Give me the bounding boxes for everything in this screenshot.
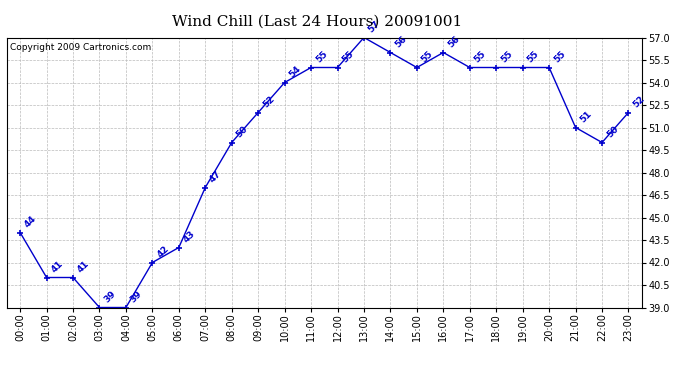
- Text: 55: 55: [499, 50, 514, 65]
- Text: 56: 56: [393, 34, 408, 50]
- Text: 52: 52: [261, 94, 276, 110]
- Text: Copyright 2009 Cartronics.com: Copyright 2009 Cartronics.com: [10, 43, 151, 52]
- Text: 44: 44: [23, 214, 38, 230]
- Text: 41: 41: [76, 260, 91, 275]
- Text: 57: 57: [367, 20, 382, 35]
- Text: 50: 50: [605, 124, 620, 140]
- Text: 55: 55: [473, 50, 488, 65]
- Text: 52: 52: [631, 94, 647, 110]
- Text: 56: 56: [446, 34, 462, 50]
- Text: 50: 50: [235, 124, 250, 140]
- Text: 41: 41: [50, 260, 65, 275]
- Text: 39: 39: [129, 290, 144, 305]
- Text: 55: 55: [526, 50, 541, 65]
- Text: 55: 55: [552, 50, 567, 65]
- Text: 47: 47: [208, 170, 224, 185]
- Text: Wind Chill (Last 24 Hours) 20091001: Wind Chill (Last 24 Hours) 20091001: [172, 15, 462, 29]
- Text: 54: 54: [288, 64, 303, 80]
- Text: 43: 43: [181, 230, 197, 245]
- Text: 51: 51: [578, 110, 593, 125]
- Text: 39: 39: [102, 290, 117, 305]
- Text: 55: 55: [340, 50, 355, 65]
- Text: 55: 55: [420, 50, 435, 65]
- Text: 42: 42: [155, 244, 170, 260]
- Text: 55: 55: [314, 50, 329, 65]
